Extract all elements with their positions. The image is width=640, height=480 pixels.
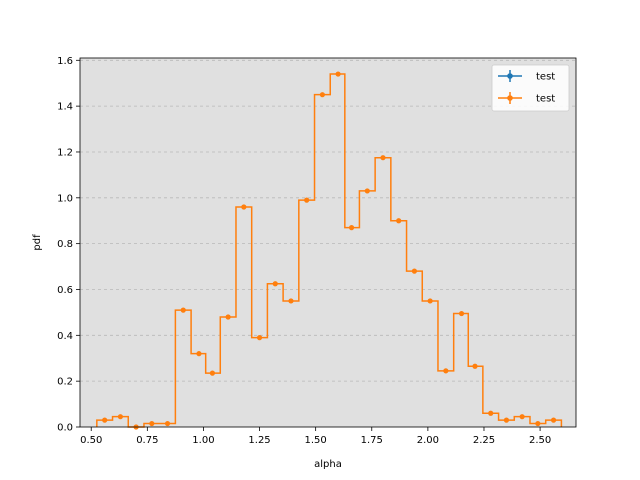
y-tick-label: 0.0	[57, 423, 73, 434]
data-point	[519, 414, 525, 420]
x-tick-label: 0.50	[80, 435, 102, 446]
data-point	[503, 417, 510, 423]
data-point	[380, 155, 386, 161]
data-point	[488, 410, 494, 416]
y-tick-label: 0.2	[57, 377, 73, 388]
data-point	[472, 363, 478, 369]
data-point	[180, 307, 186, 313]
x-tick-label: 1.50	[305, 435, 327, 446]
data-point	[117, 414, 123, 420]
plot-frame	[79, 57, 577, 428]
data-point	[288, 298, 294, 304]
y-tick-label: 1.6	[57, 56, 73, 67]
legend-marker	[507, 73, 513, 79]
data-point	[348, 225, 355, 231]
y-tick-label: 1.2	[57, 147, 73, 158]
x-tick-label: 2.50	[529, 435, 551, 446]
data-point	[427, 298, 433, 304]
data-point	[443, 368, 449, 374]
data-point	[209, 370, 216, 376]
data-point	[241, 204, 247, 210]
data-point	[272, 281, 278, 287]
data-point	[164, 420, 171, 427]
y-tick-label: 0.8	[57, 239, 73, 250]
legend: test test	[491, 64, 570, 112]
y-axis: 0.0 0.2 0.4 0.6 0.8 1.0 1.2 1.4 1.6	[57, 56, 80, 434]
data-point	[396, 218, 402, 224]
data-point	[304, 197, 310, 203]
x-tick-label: 1.75	[361, 435, 383, 446]
legend-label: test	[536, 94, 555, 105]
data-point	[535, 420, 541, 427]
x-tick-label: 2.00	[417, 435, 439, 446]
y-tick-label: 1.0	[57, 193, 73, 204]
data-point	[102, 417, 108, 423]
data-point	[411, 268, 418, 274]
data-point	[458, 310, 465, 317]
x-tick-label: 1.00	[192, 435, 214, 446]
legend-marker	[507, 95, 513, 101]
x-tick-label: 0.75	[136, 435, 158, 446]
data-point	[550, 417, 557, 423]
data-point	[149, 420, 155, 427]
x-axis-label: alpha	[314, 459, 342, 470]
legend-label: test	[536, 72, 555, 83]
y-tick-label: 0.6	[57, 285, 73, 296]
series-layer	[96, 71, 563, 430]
plot-area	[80, 58, 576, 427]
x-tick-label: 1.25	[248, 435, 270, 446]
y-axis-label: pdf	[32, 234, 43, 251]
data-point	[256, 335, 263, 341]
data-point	[225, 314, 231, 320]
data-point	[319, 92, 325, 98]
data-point	[196, 351, 202, 357]
y-tick-label: 1.4	[57, 102, 73, 113]
data-point	[364, 188, 370, 194]
x-axis: 0.50 0.75 1.00 1.25 1.50 1.75 2.00 2.25 2.50	[80, 427, 551, 446]
legend-box	[491, 64, 570, 112]
x-tick-label: 2.25	[473, 435, 495, 446]
y-tick-label: 0.4	[57, 331, 73, 342]
series-step-line	[96, 73, 563, 428]
data-point	[335, 71, 341, 77]
grid-lines	[80, 59, 576, 382]
